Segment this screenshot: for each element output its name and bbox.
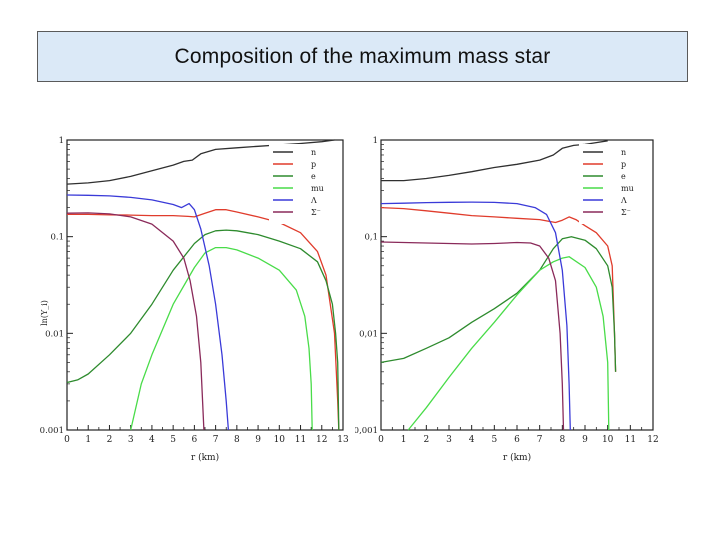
x-tick-label: 3 [128, 435, 134, 445]
x-tick-label: 11 [625, 435, 636, 445]
legend-label: Λ [310, 196, 317, 205]
legend-label: e [621, 172, 626, 181]
series-line-p [67, 209, 340, 431]
y-tick-label: 0,1 [364, 233, 378, 243]
series-line-Λ [380, 201, 571, 431]
legend-label: p [621, 160, 626, 169]
series-line-mu [130, 246, 313, 431]
legend-label: Σ⁻ [311, 208, 321, 217]
y-tick-label: 0.001 [40, 426, 64, 436]
y-tick-label: 0.01 [45, 329, 64, 339]
legend-label: e [311, 172, 316, 181]
legend-box [579, 144, 651, 224]
x-tick-label: 0 [64, 435, 70, 445]
x-tick-label: 9 [255, 435, 261, 445]
x-axis-label: r (km) [191, 452, 219, 463]
series-line-Σ⁻ [66, 212, 205, 431]
x-tick-label: 1 [401, 435, 407, 445]
legend-label: mu [311, 184, 324, 193]
x-axis-label: r (km) [503, 452, 531, 463]
x-tick-label: 6 [192, 435, 198, 445]
y-tick-label: 0,01 [359, 329, 378, 339]
y-tick-label: 1 [373, 136, 378, 146]
x-tick-label: 1 [85, 435, 91, 445]
x-tick-label: 6 [514, 435, 520, 445]
x-tick-label: 0 [378, 435, 384, 445]
x-tick-label: 8 [559, 435, 565, 445]
legend-box [269, 144, 341, 224]
x-tick-label: 12 [316, 435, 327, 445]
x-tick-label: 2 [107, 435, 113, 445]
y-tick-label: 1 [59, 136, 64, 146]
x-tick-label: 3 [446, 435, 452, 445]
x-tick-label: 10 [274, 435, 286, 445]
series-line-mu [407, 256, 610, 431]
legend-label: n [311, 148, 316, 157]
x-tick-label: 4 [149, 435, 155, 445]
x-tick-label: 2 [423, 435, 429, 445]
x-tick-label: 7 [537, 435, 543, 445]
x-tick-label: 5 [491, 435, 497, 445]
legend-label: p [311, 160, 316, 169]
legend-label: Λ [620, 196, 627, 205]
legend-label: mu [621, 184, 634, 193]
legend-label: Σ⁻ [621, 208, 631, 217]
series-line-p [380, 206, 617, 372]
x-tick-label: 5 [170, 435, 176, 445]
y-axis-label: ln(Y_i) [40, 300, 49, 326]
x-tick-label: 13 [337, 435, 349, 445]
x-tick-label: 8 [234, 435, 240, 445]
series-line-e [66, 229, 340, 431]
y-tick-label: 0.1 [50, 233, 64, 243]
series-line-e [380, 236, 617, 372]
series-line-Σ⁻ [380, 241, 565, 431]
y-tick-label: 0,001 [355, 426, 378, 436]
series-line-Λ [66, 194, 230, 431]
x-tick-label: 10 [602, 435, 614, 445]
title-box: Composition of the maximum mass star [37, 31, 688, 82]
x-tick-label: 7 [213, 435, 219, 445]
slide-title: Composition of the maximum mass star [174, 44, 551, 68]
x-tick-label: 11 [295, 435, 306, 445]
legend-label: n [621, 148, 626, 157]
x-tick-label: 4 [469, 435, 475, 445]
x-tick-label: 9 [582, 435, 588, 445]
x-tick-label: 12 [647, 435, 658, 445]
